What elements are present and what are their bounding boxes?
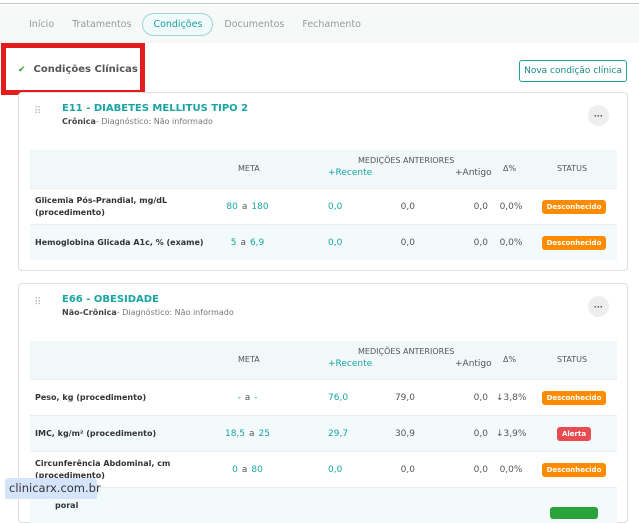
- tab-fechamento[interactable]: Fechamento: [302, 18, 361, 30]
- header-recent[interactable]: +Recente: [328, 168, 373, 178]
- condition-diagnosis: - Diagnóstico: Não informado: [116, 308, 234, 317]
- tab-documentos[interactable]: Documentos: [224, 18, 285, 30]
- table-row: Peso, kg (procedimento) - a - 76,0 79,0 0,0…: [30, 379, 617, 415]
- table-row: Glicemia Pós-Prandial, mg/dL (procedimen…: [30, 188, 617, 224]
- header-previous: MEDIÇÕES ANTERIORES: [358, 347, 455, 356]
- table-row: IMC, kg/m² (procedimento) 18,5 a 25 29,7 30…: [30, 415, 617, 451]
- condition-title[interactable]: E66 - OBESIDADE: [62, 294, 159, 305]
- recent-value: 0,0: [328, 464, 343, 475]
- condition-subtitle: Não-Crônica- Diagnóstico: Não informado: [62, 308, 234, 317]
- tab-bar: Início Tratamentos Condições Documentos …: [0, 5, 639, 43]
- delta-value: 0,0%: [499, 201, 523, 212]
- header-status: STATUS: [557, 355, 588, 364]
- measure-label: poral: [55, 500, 79, 510]
- target-range: -a-: [237, 392, 258, 403]
- check-icon: ✔: [18, 64, 26, 75]
- status-badge: Desconhecido: [541, 235, 607, 250]
- condition-subtitle: Crônica- Diagnóstico: Não informado: [62, 117, 213, 126]
- previous-value: 0,0: [400, 237, 415, 248]
- delta-value: ↓3,9%: [496, 428, 527, 439]
- previous-value: 79,0: [394, 392, 415, 403]
- oldest-value: 0,0: [473, 464, 488, 475]
- recent-value: 29,7: [328, 428, 349, 439]
- header-recent[interactable]: +Recente: [328, 359, 373, 369]
- measure-label: Peso, kg (procedimento): [35, 392, 147, 402]
- condition-type: Não-Crônica: [62, 308, 117, 317]
- previous-value: 0,0: [400, 464, 415, 475]
- oldest-value: 0,0: [473, 237, 488, 248]
- tab-condicoes[interactable]: Condições: [142, 12, 214, 36]
- header-previous: MEDIÇÕES ANTERIORES: [358, 156, 455, 165]
- oldest-value: 0,0: [473, 201, 488, 212]
- measure-label: Glicemia Pós-Prandial, mg/dL (procedimen…: [35, 195, 168, 217]
- header-status: STATUS: [557, 164, 588, 173]
- status-badge: Desconhecido: [541, 390, 607, 405]
- condition-type: Crônica: [62, 117, 96, 126]
- drag-handle-icon[interactable]: ⠿: [34, 106, 43, 117]
- highlight-box: [1, 43, 145, 95]
- delta-value: ↓3,8%: [496, 392, 527, 403]
- more-options-button[interactable]: ···: [588, 296, 609, 317]
- table-row: Circunferência Abdominal, cm (procedimen…: [30, 451, 617, 487]
- header-oldest[interactable]: +Antigo: [455, 168, 492, 178]
- measure-label: IMC, kg/m² (procedimento): [35, 428, 157, 438]
- measurements-table: META MEDIÇÕES ANTERIORES +Recente +Antig…: [30, 341, 617, 523]
- delta-value: 0,0%: [499, 464, 523, 475]
- header-oldest[interactable]: +Antigo: [455, 359, 492, 369]
- measure-label: Circunferência Abdominal, cm (procedimen…: [35, 458, 171, 480]
- recent-value: 0,0: [328, 201, 343, 212]
- header-meta: META: [238, 355, 260, 364]
- recent-value: 0,0: [328, 237, 343, 248]
- target-range: 80 a 180: [226, 201, 269, 212]
- condition-diagnosis: - Diagnóstico: Não informado: [95, 117, 213, 126]
- header-delta: Δ%: [503, 355, 517, 364]
- section-header[interactable]: ✔ Condições Clínicas: [18, 64, 138, 75]
- tab-tratamentos[interactable]: Tratamentos: [72, 18, 132, 30]
- measurements-table: META MEDIÇÕES ANTERIORES +Recente +Antig…: [30, 150, 617, 260]
- header-meta: META: [238, 164, 260, 173]
- url-status-tooltip: clinicarx.com.br: [5, 478, 101, 499]
- condition-card: ⠿ E11 - DIABETES MELLITUS TIPO 2 Crônica…: [18, 92, 628, 271]
- table-header: META MEDIÇÕES ANTERIORES +Recente +Antig…: [30, 150, 617, 188]
- more-options-button[interactable]: ···: [588, 105, 609, 126]
- oldest-value: 0,0: [473, 392, 488, 403]
- condition-title[interactable]: E11 - DIABETES MELLITUS TIPO 2: [62, 103, 249, 114]
- measure-label: Hemoglobina Glicada A1c, % (exame): [35, 237, 204, 247]
- status-badge: Desconhecido: [541, 462, 607, 477]
- new-condition-button[interactable]: Nova condição clínica: [519, 60, 627, 82]
- status-badge: [550, 507, 598, 519]
- target-range: 5 a 6,9: [230, 237, 265, 248]
- table-row: poral: [30, 487, 617, 523]
- previous-value: 0,0: [400, 201, 415, 212]
- oldest-value: 0,0: [473, 428, 488, 439]
- section-title: Condições Clínicas: [33, 64, 138, 75]
- top-divider: [0, 3, 639, 4]
- table-row: Hemoglobina Glicada A1c, % (exame) 5 a 6,9 …: [30, 224, 617, 260]
- status-badge: Alerta: [556, 426, 592, 441]
- target-range: 0 a 80: [232, 464, 263, 475]
- delta-value: 0,0%: [499, 237, 523, 248]
- previous-value: 30,9: [394, 428, 415, 439]
- condition-card: ⠿ E66 - OBESIDADE Não-Crônica- Diagnósti…: [18, 283, 628, 523]
- table-header: META MEDIÇÕES ANTERIORES +Recente +Antig…: [30, 341, 617, 379]
- drag-handle-icon[interactable]: ⠿: [34, 297, 43, 308]
- tab-inicio[interactable]: Início: [29, 18, 55, 30]
- header-delta: Δ%: [503, 164, 517, 173]
- status-badge: Desconhecido: [541, 199, 607, 214]
- target-range: 18,5 a 25: [224, 428, 270, 439]
- recent-value: 76,0: [328, 392, 349, 403]
